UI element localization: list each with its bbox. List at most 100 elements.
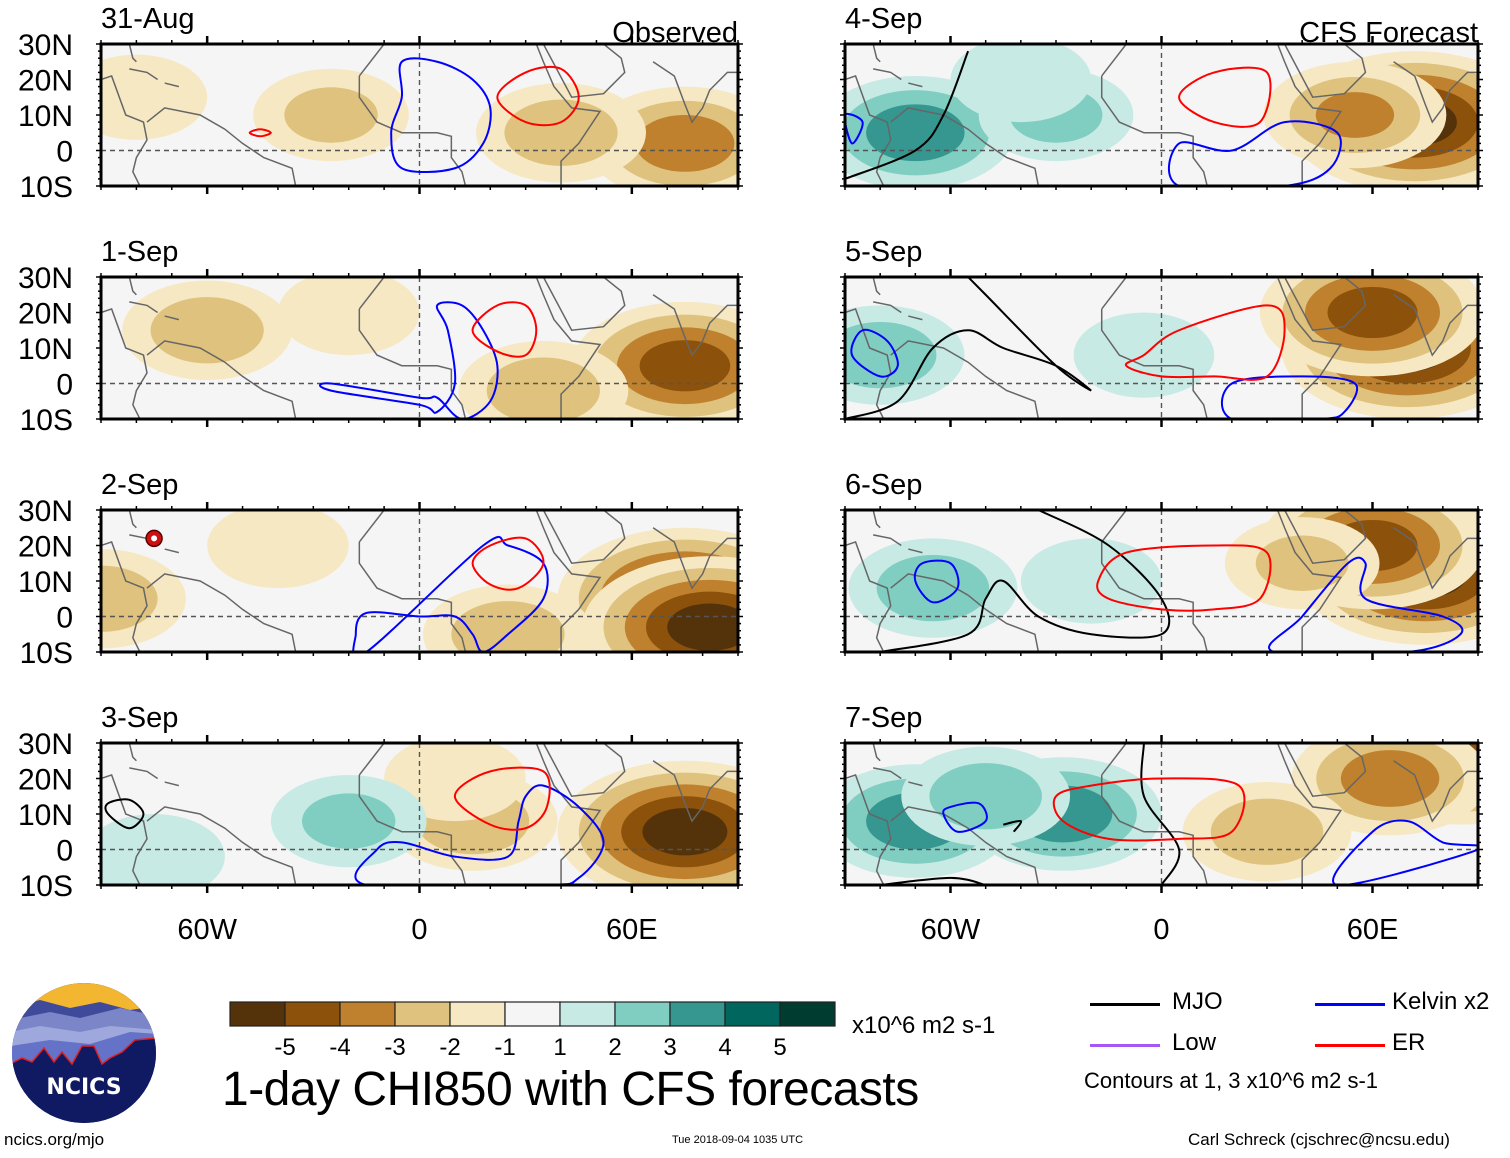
coastline	[542, 510, 626, 565]
anomaly-blob	[224, 513, 332, 578]
coastline	[1276, 510, 1343, 652]
coastline	[358, 44, 385, 77]
y-tick-label: 30N	[18, 262, 73, 295]
contour-er	[1124, 304, 1286, 381]
anomaly-blob	[943, 771, 1028, 822]
colorbar-tick-label: 4	[718, 1034, 731, 1061]
panel-4-sep: 4-Sep CFS Forecast	[840, 3, 1483, 194]
panel-date-label: 1-Sep	[101, 236, 178, 268]
y-tick-label: 10S	[20, 171, 73, 204]
coastline	[129, 767, 159, 780]
contour-er	[453, 766, 551, 831]
coastline	[542, 277, 626, 332]
coastline	[1393, 760, 1478, 823]
y-tick-label: 10S	[20, 404, 73, 437]
anomaly-blob	[653, 814, 717, 850]
coastline	[652, 760, 738, 823]
contour-kelvin-x2	[942, 801, 988, 833]
coastline	[146, 806, 297, 885]
anomaly-blob	[650, 346, 719, 385]
colorbar-tick-label: -4	[329, 1034, 350, 1061]
coastline	[845, 44, 881, 63]
y-tick-label: 10S	[20, 870, 73, 903]
coastline	[1101, 743, 1127, 776]
y-tick-label: 30N	[18, 29, 73, 62]
coastline	[890, 340, 1040, 419]
contour-mjo	[1140, 743, 1181, 885]
panel-5-sep: 5-Sep	[840, 236, 1483, 427]
contour-kelvin-x2	[850, 328, 899, 378]
anomaly-blob	[401, 746, 508, 811]
coastline	[164, 315, 180, 321]
colorbar-swatch	[229, 1001, 286, 1027]
coastline	[1100, 308, 1208, 419]
coastline	[845, 308, 892, 419]
contour-er	[496, 65, 580, 127]
colorbar-swatch	[449, 1001, 506, 1027]
anomaly-blob	[968, 47, 1074, 112]
anomaly-blob	[101, 824, 208, 885]
y-tick-label: 30N	[18, 728, 73, 761]
contour-er	[471, 301, 538, 358]
coastline	[146, 340, 297, 419]
coastline	[535, 510, 602, 652]
panel-date-label: 3-Sep	[101, 702, 178, 734]
coastline	[1276, 743, 1343, 885]
x-tick-label: 60E	[606, 914, 658, 946]
anomaly-blob	[647, 122, 723, 165]
coastline	[101, 510, 137, 529]
coastline	[535, 44, 602, 186]
anomaly-blob	[677, 609, 738, 645]
coastline	[845, 75, 892, 186]
panel-tag-label: CFS Forecast	[1299, 17, 1478, 49]
colorbar-tick-label: 3	[663, 1034, 676, 1061]
coastline	[164, 781, 180, 787]
logo-text: NCICS	[46, 1075, 121, 1100]
coastline	[1276, 44, 1343, 186]
panel-tag-label: Observed	[612, 17, 738, 49]
anomaly-blob	[1255, 535, 1349, 591]
x-tick-label: 0	[411, 914, 427, 946]
coastline	[101, 44, 137, 63]
contour-kelvin-x2	[1168, 120, 1342, 186]
coastline	[535, 743, 602, 885]
contour-kelvin-x2	[1220, 375, 1359, 419]
coastline	[1101, 277, 1127, 310]
anomaly-blob	[500, 365, 586, 416]
anomaly-blob	[164, 305, 250, 356]
y-tick-label: 10N	[18, 566, 73, 599]
colorbar-swatch	[614, 1001, 671, 1027]
coastline	[1276, 277, 1343, 419]
y-tick-label: 10N	[18, 799, 73, 832]
contour-mjo	[845, 277, 1092, 419]
contour-kelvin-x2	[1332, 819, 1478, 885]
contour-kelvin-x2	[390, 57, 492, 174]
coastline	[1393, 294, 1478, 357]
anomaly-blob	[1338, 293, 1407, 332]
x-tick-label: 60W	[177, 914, 237, 946]
site-link[interactable]: ncics.org/mjo	[4, 1130, 105, 1149]
colorbar-tick-label: 1	[553, 1034, 566, 1061]
panel-date-label: 7-Sep	[845, 702, 922, 734]
legend-line-er	[1315, 1044, 1385, 1047]
anomaly-blob	[845, 330, 923, 380]
anomaly-blob	[101, 65, 190, 130]
y-tick-label: 30N	[18, 495, 73, 528]
coastline	[358, 510, 385, 543]
coastline	[845, 277, 881, 296]
coastline	[1100, 541, 1208, 652]
colorbar: -5 -4 -3 -2 -1 1 2 3 4 5	[229, 1001, 836, 1061]
coastline	[101, 308, 148, 419]
colorbar-tick-label: -2	[439, 1034, 460, 1061]
anomaly-blob	[890, 563, 976, 613]
contour-er	[471, 536, 545, 591]
contour-kelvin-x2	[913, 559, 960, 604]
anomaly-blob	[295, 280, 402, 345]
contour-er	[248, 128, 272, 138]
colorbar-tick-label: -5	[274, 1034, 295, 1061]
coastline	[652, 61, 738, 124]
panel-date-label: 31-Aug	[101, 3, 195, 35]
legend-line-low	[1090, 1044, 1160, 1047]
